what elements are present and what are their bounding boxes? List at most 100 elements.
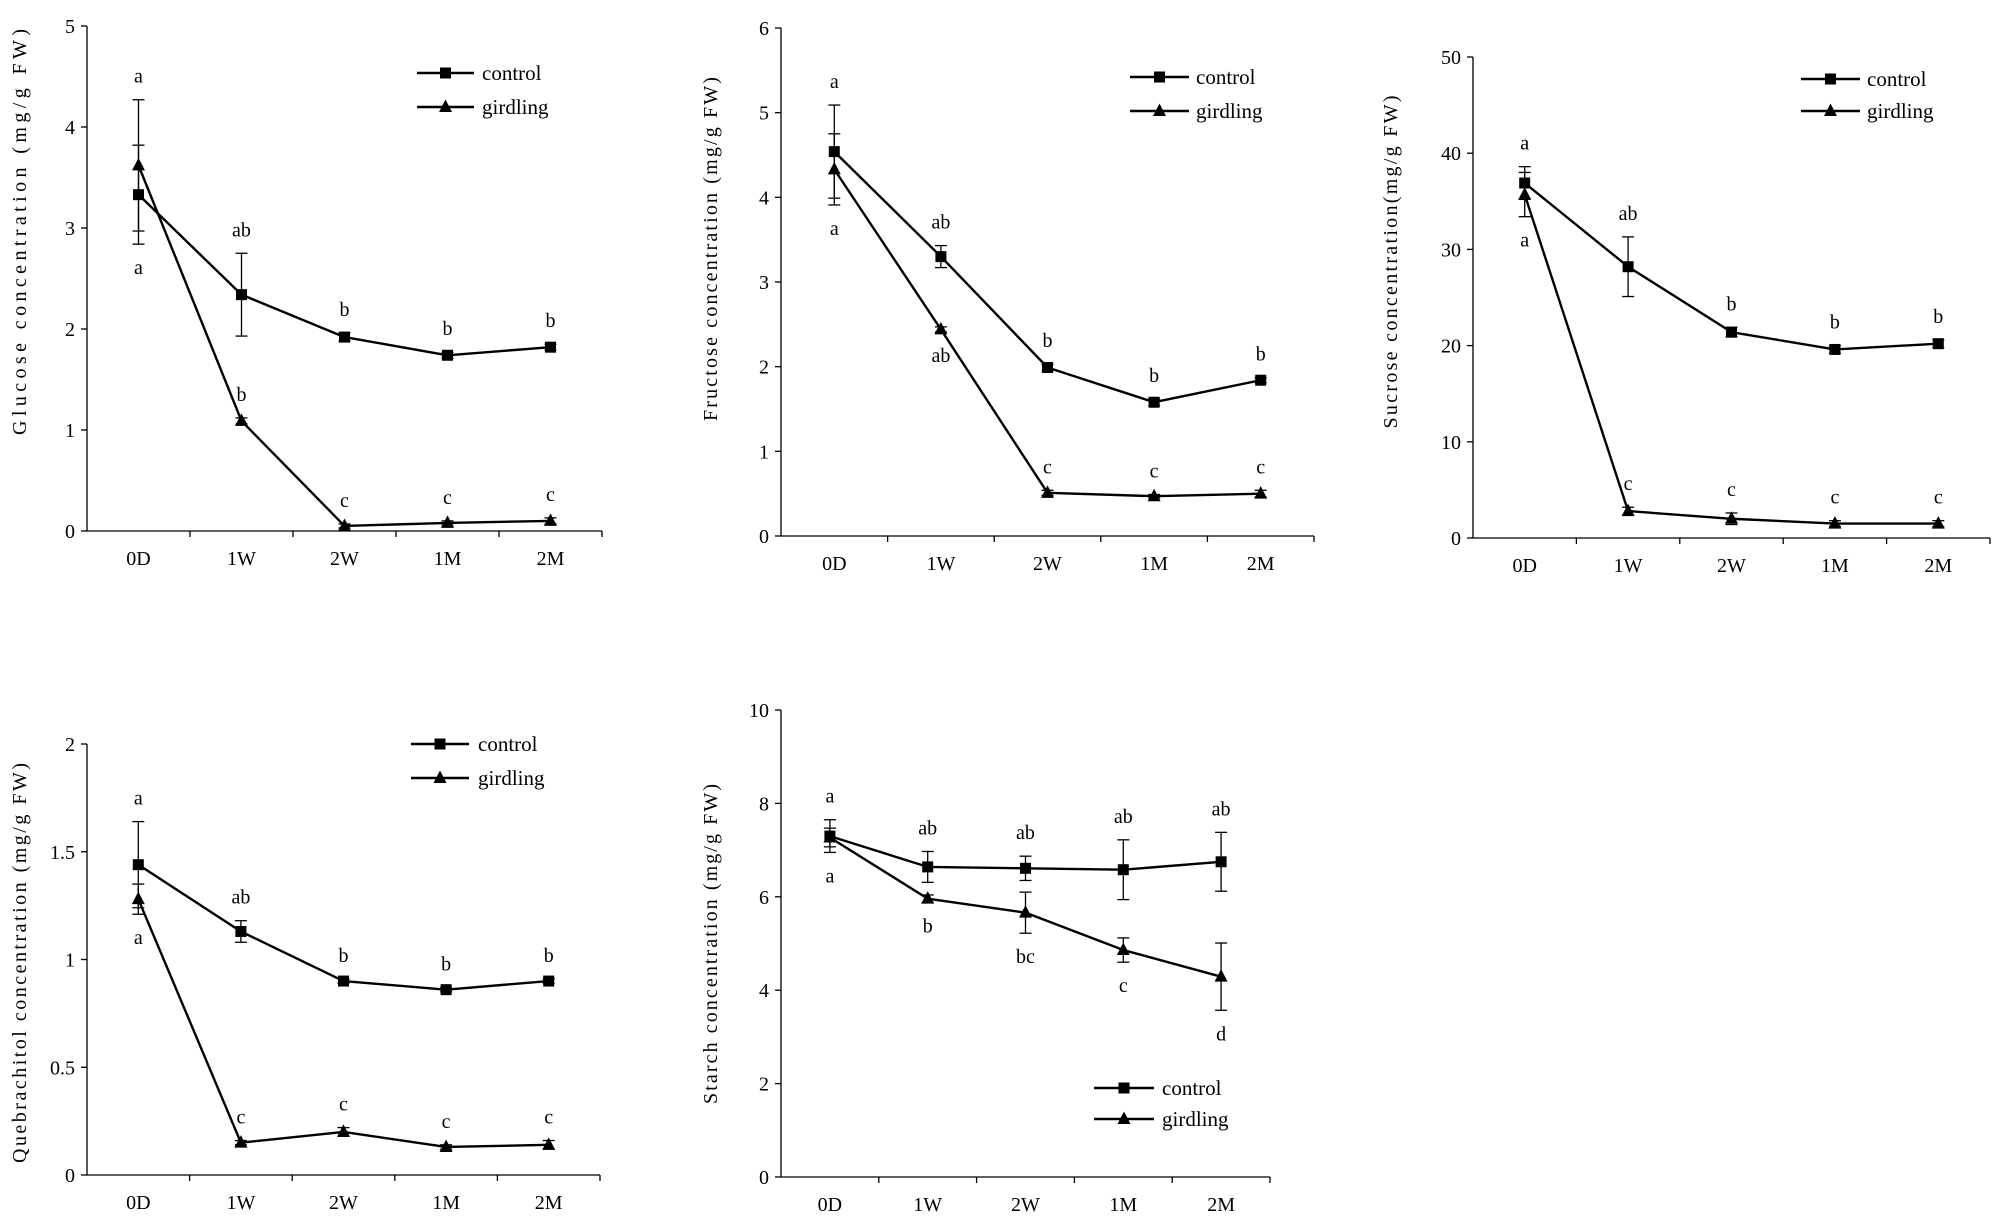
y-tick-label: 3 <box>759 272 769 294</box>
legend-girdling-label: girdling <box>1196 99 1263 123</box>
control-point <box>1215 856 1227 868</box>
girdling-significance-label: a <box>830 218 839 240</box>
x-tick-label: 2W <box>329 1192 358 1214</box>
y-axis-title: Fructose concentration (mg/g FW) <box>700 77 722 421</box>
y-tick-label: 1 <box>65 950 75 972</box>
girdling-point <box>1254 486 1268 499</box>
control-point <box>339 331 350 343</box>
x-tick-label: 0D <box>126 548 150 570</box>
control-significance-label: ab <box>1212 798 1231 820</box>
y-tick-label: 6 <box>759 887 769 909</box>
y-tick-label: 50 <box>1441 47 1461 69</box>
girdling-significance-label: a <box>134 257 143 279</box>
x-tick-label: 1W <box>926 553 955 575</box>
legend-girdling-marker <box>439 99 452 112</box>
series-girdling: a c c c c <box>1518 171 1945 529</box>
control-significance-label: b <box>546 310 556 332</box>
legend-control-label: control <box>482 61 542 85</box>
legend: control girdling <box>417 61 549 119</box>
girdling-significance-label: c <box>1830 487 1839 509</box>
girdling-significance-label: c <box>1934 487 1943 509</box>
y-tick-label: 4 <box>65 117 75 139</box>
x-tick-label: 1W <box>226 1192 255 1214</box>
girdling-significance-label: c <box>1119 975 1128 997</box>
control-significance-label: b <box>441 954 451 976</box>
legend-girdling-marker <box>433 770 447 783</box>
control-significance-label: a <box>825 786 834 808</box>
y-tick-label: 5 <box>759 103 769 125</box>
y-tick-label: 1 <box>759 441 769 463</box>
girdling-significance-label: c <box>544 1107 553 1129</box>
control-point <box>1829 343 1841 355</box>
girdling-point <box>1518 187 1532 200</box>
girdling-point <box>542 1137 556 1150</box>
y-tick-label: 0 <box>759 1167 769 1189</box>
y-tick-label: 2 <box>65 319 75 341</box>
girdling-significance-label: c <box>1043 456 1052 478</box>
x-tick-label: 2M <box>537 548 565 570</box>
girdling-significance-label: c <box>340 490 349 512</box>
y-tick-label: 1.5 <box>50 842 75 864</box>
y-tick-label: 3 <box>65 218 75 240</box>
control-significance-label: b <box>1933 306 1943 328</box>
legend-control-label: control <box>478 732 538 756</box>
girdling-point <box>934 321 948 335</box>
girdling-point <box>131 891 145 905</box>
x-tick-label: 1W <box>227 548 256 570</box>
legend-control-marker <box>434 738 446 750</box>
control-point <box>1148 396 1160 408</box>
x-tick-label: 2W <box>330 548 359 570</box>
control-significance-label: b <box>340 299 350 321</box>
control-significance-label: ab <box>1619 203 1638 225</box>
girdling-point <box>827 161 841 175</box>
girdling-point <box>441 515 454 528</box>
girdling-point <box>1828 516 1842 529</box>
series-girdling: a ab c c c <box>827 133 1268 502</box>
legend: control girdling <box>411 732 545 790</box>
girdling-significance-label: c <box>1256 456 1265 478</box>
x-tick-label: 1W <box>913 1194 942 1216</box>
control-significance-label: b <box>1830 312 1840 334</box>
girdling-significance-label: c <box>1624 473 1633 495</box>
girdling-point <box>1116 942 1130 956</box>
girdling-significance-label: b <box>237 384 247 406</box>
legend-control-label: control <box>1162 1076 1222 1100</box>
legend: control girdling <box>1094 1076 1229 1131</box>
x-tick-label: 1M <box>1821 555 1849 577</box>
x-tick-label: 1M <box>432 1192 460 1214</box>
x-tick-label: 0D <box>822 553 846 575</box>
legend-girdling-label: girdling <box>478 766 545 790</box>
x-tick-label: 2W <box>1033 553 1062 575</box>
control-point <box>338 975 349 987</box>
control-significance-label: ab <box>1114 806 1133 828</box>
control-significance-label: b <box>443 318 453 340</box>
girdling-point <box>337 1124 350 1137</box>
x-tick-label: 1W <box>1614 555 1643 577</box>
control-significance-label: ab <box>231 887 250 909</box>
control-point <box>1932 338 1944 350</box>
control-point <box>543 975 555 987</box>
control-point <box>132 859 144 871</box>
girdling-significance-label: c <box>236 1107 245 1129</box>
control-point <box>1622 261 1634 273</box>
girdling-significance-label: b <box>923 915 933 937</box>
girdling-significance-label: c <box>443 487 452 509</box>
x-tick-label: 2M <box>1207 1194 1235 1216</box>
legend-control-marker <box>440 67 451 79</box>
x-tick-label: 0D <box>126 1192 150 1214</box>
y-tick-label: 20 <box>1441 336 1461 358</box>
girdling-point <box>544 513 557 526</box>
y-tick-label: 6 <box>759 18 769 40</box>
girdling-point <box>1621 503 1635 517</box>
x-tick-label: 2W <box>1717 555 1746 577</box>
y-tick-label: 10 <box>749 700 769 722</box>
x-tick-label: 0D <box>1512 555 1536 577</box>
y-tick-label: 4 <box>759 980 769 1002</box>
legend-girdling-label: girdling <box>1867 99 1934 123</box>
y-tick-label: 30 <box>1441 239 1461 261</box>
girdling-significance-label: ab <box>931 345 950 367</box>
y-tick-label: 2 <box>759 1074 769 1096</box>
legend: control girdling <box>1130 65 1263 123</box>
control-significance-label: a <box>830 71 839 93</box>
